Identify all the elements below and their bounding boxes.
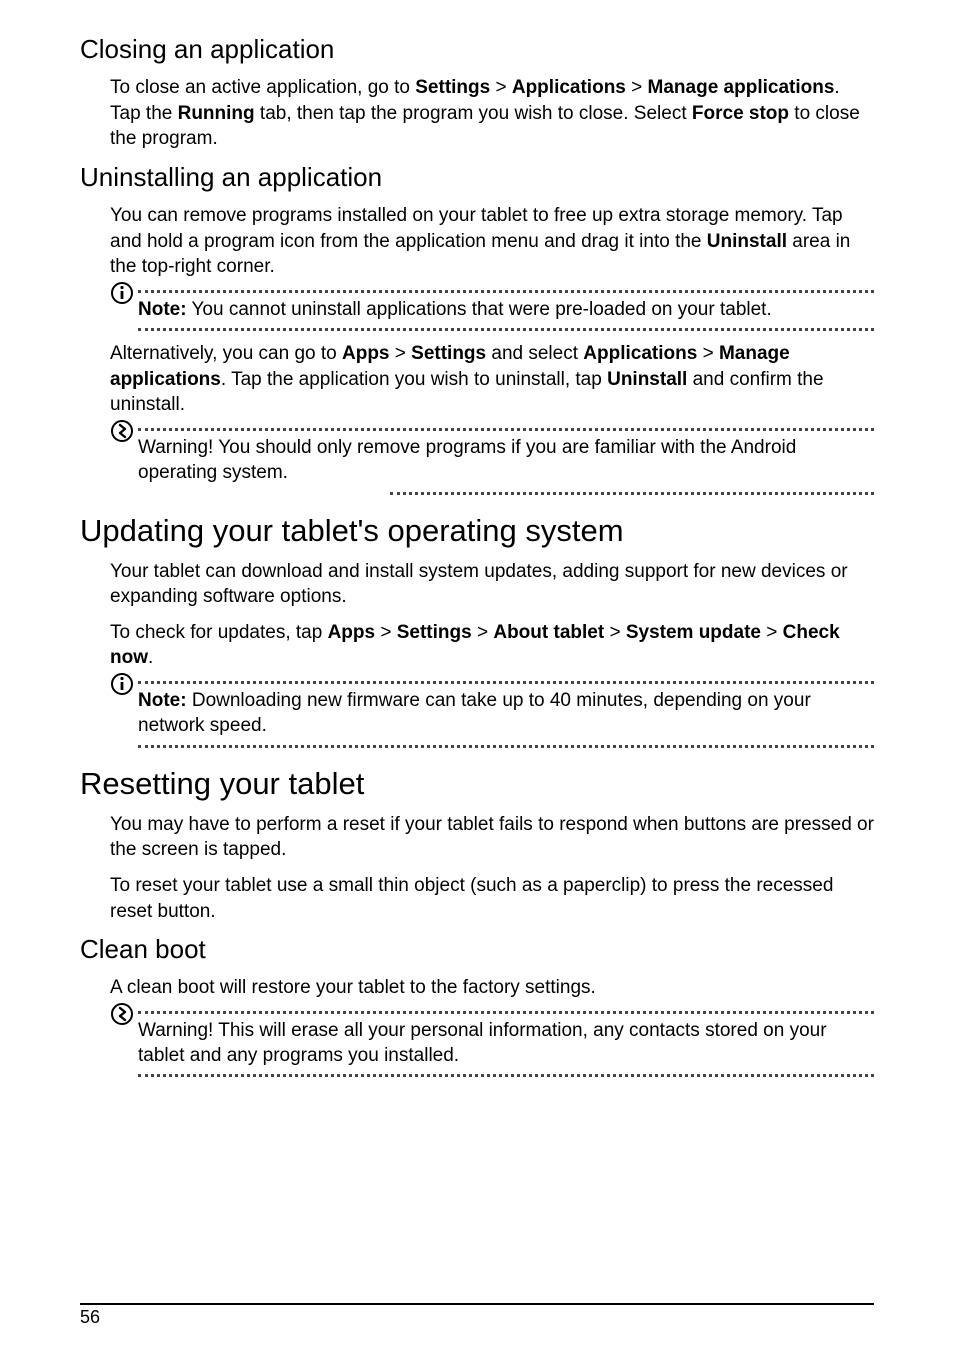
warning-icon	[110, 419, 134, 443]
note-uninstalling: Note: You cannot uninstall applications …	[110, 290, 874, 331]
document-page: Closing an application To close an activ…	[0, 0, 954, 1352]
divider-bottom	[138, 745, 874, 748]
para-closing: To close an active application, go to Se…	[110, 75, 874, 152]
heading-uninstalling-application: Uninstalling an application	[80, 162, 874, 193]
warning-text: Warning! This will erase all your person…	[138, 1018, 874, 1069]
para-uninstalling-1: You can remove programs installed on you…	[110, 203, 874, 280]
warning-text: Warning! You should only remove programs…	[138, 435, 874, 486]
note-updating: Note: Downloading new firmware can take …	[110, 681, 874, 748]
note-text: Note: You cannot uninstall applications …	[138, 297, 874, 322]
para-uninstalling-2: Alternatively, you can go to Apps > Sett…	[110, 341, 874, 418]
info-icon	[110, 672, 134, 696]
divider-top	[138, 428, 874, 431]
page-footer: 56	[80, 1303, 874, 1328]
heading-clean-boot: Clean boot	[80, 934, 874, 965]
warning-clean-boot: Warning! This will erase all your person…	[110, 1011, 874, 1078]
heading-resetting-tablet: Resetting your tablet	[80, 766, 874, 802]
heading-updating-os: Updating your tablet's operating system	[80, 513, 874, 549]
info-icon	[110, 281, 134, 305]
page-number: 56	[80, 1307, 874, 1328]
para-resetting-2: To reset your tablet use a small thin ob…	[110, 873, 874, 924]
para-updating-2: To check for updates, tap Apps > Setting…	[110, 620, 874, 671]
divider-top	[138, 681, 874, 684]
divider-bottom	[138, 328, 874, 331]
warning-uninstalling: Warning! You should only remove programs…	[110, 428, 874, 495]
para-resetting-1: You may have to perform a reset if your …	[110, 812, 874, 863]
heading-closing-application: Closing an application	[80, 34, 874, 65]
divider-bottom	[138, 1074, 874, 1077]
footer-rule	[80, 1303, 874, 1305]
warning-icon	[110, 1002, 134, 1026]
divider-top	[138, 290, 874, 293]
divider-bottom	[390, 492, 874, 495]
para-updating-1: Your tablet can download and install sys…	[110, 559, 874, 610]
note-text: Note: Downloading new firmware can take …	[138, 688, 874, 739]
para-clean-boot: A clean boot will restore your tablet to…	[110, 975, 874, 1001]
divider-top	[138, 1011, 874, 1014]
